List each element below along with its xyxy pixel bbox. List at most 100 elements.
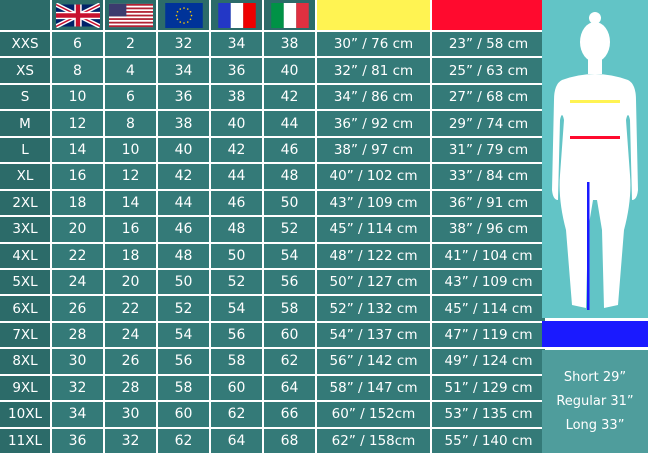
cell-waist: 45” / 114 cm: [432, 296, 545, 321]
cell-uk-size: 24: [52, 269, 103, 295]
cell-waist: 47” / 119 cm: [432, 322, 545, 348]
cell-it-size: 56: [264, 269, 315, 295]
cell-fr-size: 44: [211, 164, 262, 189]
cell-it-size: 66: [264, 402, 315, 427]
cell-hip: 32” / 81 cm: [317, 58, 430, 83]
cell-it-size: 46: [264, 137, 315, 163]
cell-us-size: 12: [105, 164, 156, 189]
size-chart-table: XXS 6 2 32 34 38 30” / 76 cm 23” / 58 cm XS 8 4 34 3…: [0, 0, 545, 453]
cell-hip: 34” / 86 cm: [317, 84, 430, 110]
cell-hip: 38” / 97 cm: [317, 137, 430, 163]
cell-size: 8XL: [0, 349, 50, 374]
cell-waist: 36” / 91 cm: [432, 190, 545, 216]
cell-it-size: 64: [264, 375, 315, 401]
cell-uk-size: 26: [52, 296, 103, 321]
inseam-measure-line: [587, 182, 590, 310]
cell-us-size: 16: [105, 217, 156, 242]
cell-fr-size: 56: [211, 322, 262, 348]
header-corner: [0, 0, 50, 30]
cell-hip: 62” / 158cm: [317, 428, 430, 453]
cell-waist: 53” / 135 cm: [432, 402, 545, 427]
cell-it-size: 44: [264, 111, 315, 136]
cell-waist: 31” / 79 cm: [432, 137, 545, 163]
cell-hip: 58” / 147 cm: [317, 375, 430, 401]
cell-eu-size: 54: [158, 322, 209, 348]
inseam-color-bar: [542, 321, 648, 347]
cell-hip: 48” / 122 cm: [317, 243, 430, 268]
cell-eu-size: 60: [158, 402, 209, 427]
italy-flag-header: [264, 0, 315, 30]
cell-waist: 25” / 63 cm: [432, 58, 545, 83]
cell-size: L: [0, 137, 50, 163]
cell-us-size: 26: [105, 349, 156, 374]
cell-waist: 29” / 74 cm: [432, 111, 545, 136]
uk-flag-icon: [55, 2, 100, 28]
france-flag-header: [211, 0, 262, 30]
waist-measure-line: [570, 136, 620, 139]
cell-us-size: 6: [105, 84, 156, 110]
cell-hip: 36” / 92 cm: [317, 111, 430, 136]
cell-fr-size: 54: [211, 296, 262, 321]
cell-it-size: 58: [264, 296, 315, 321]
cell-it-size: 68: [264, 428, 315, 453]
cell-size: XS: [0, 58, 50, 83]
cell-size: 7XL: [0, 322, 50, 348]
cell-us-size: 8: [105, 111, 156, 136]
cell-fr-size: 58: [211, 349, 262, 374]
cell-waist: 51” / 129 cm: [432, 375, 545, 401]
cell-size: 2XL: [0, 190, 50, 216]
female-silhouette-icon: [552, 12, 638, 310]
cell-it-size: 62: [264, 349, 315, 374]
uk-flag-header: [52, 0, 103, 30]
cell-fr-size: 52: [211, 269, 262, 295]
cell-size: 5XL: [0, 269, 50, 295]
cell-hip: 60” / 152cm: [317, 402, 430, 427]
cell-eu-size: 40: [158, 137, 209, 163]
inseam-lengths: Short 29” Regular 31” Long 33”: [542, 350, 648, 453]
cell-fr-size: 48: [211, 217, 262, 242]
cell-fr-size: 46: [211, 190, 262, 216]
cell-uk-size: 12: [52, 111, 103, 136]
cell-waist: 41” / 104 cm: [432, 243, 545, 268]
hip-measure-line: [570, 100, 620, 103]
cell-size: 3XL: [0, 217, 50, 242]
cell-us-size: 32: [105, 428, 156, 453]
cell-size: 4XL: [0, 243, 50, 268]
cell-fr-size: 60: [211, 375, 262, 401]
cell-size: XL: [0, 164, 50, 189]
cell-us-size: 4: [105, 58, 156, 83]
hip-color-header: [317, 0, 430, 30]
cell-size: 10XL: [0, 402, 50, 427]
cell-fr-size: 42: [211, 137, 262, 163]
cell-waist: 43” / 109 cm: [432, 269, 545, 295]
cell-size: 9XL: [0, 375, 50, 401]
cell-eu-size: 50: [158, 269, 209, 295]
cell-uk-size: 32: [52, 375, 103, 401]
cell-size: S: [0, 84, 50, 110]
body-diagram-panel: Short 29” Regular 31” Long 33”: [542, 0, 650, 453]
cell-size: 6XL: [0, 296, 50, 321]
cell-uk-size: 34: [52, 402, 103, 427]
cell-eu-size: 56: [158, 349, 209, 374]
length-regular: Regular 31”: [556, 393, 634, 409]
cell-uk-size: 8: [52, 58, 103, 83]
cell-waist: 27” / 68 cm: [432, 84, 545, 110]
cell-fr-size: 38: [211, 84, 262, 110]
cell-uk-size: 22: [52, 243, 103, 268]
cell-us-size: 20: [105, 269, 156, 295]
cell-it-size: 40: [264, 58, 315, 83]
cell-hip: 43” / 109 cm: [317, 190, 430, 216]
cell-hip: 56” / 142 cm: [317, 349, 430, 374]
cell-fr-size: 36: [211, 58, 262, 83]
cell-size: XXS: [0, 32, 50, 57]
italy-flag-icon: [270, 2, 309, 28]
cell-eu-size: 46: [158, 217, 209, 242]
cell-hip: 52” / 132 cm: [317, 296, 430, 321]
cell-uk-size: 14: [52, 137, 103, 163]
cell-us-size: 30: [105, 402, 156, 427]
cell-hip: 40” / 102 cm: [317, 164, 430, 189]
eu-flag-icon: [164, 2, 203, 28]
cell-it-size: 48: [264, 164, 315, 189]
cell-fr-size: 34: [211, 32, 262, 57]
cell-us-size: 22: [105, 296, 156, 321]
